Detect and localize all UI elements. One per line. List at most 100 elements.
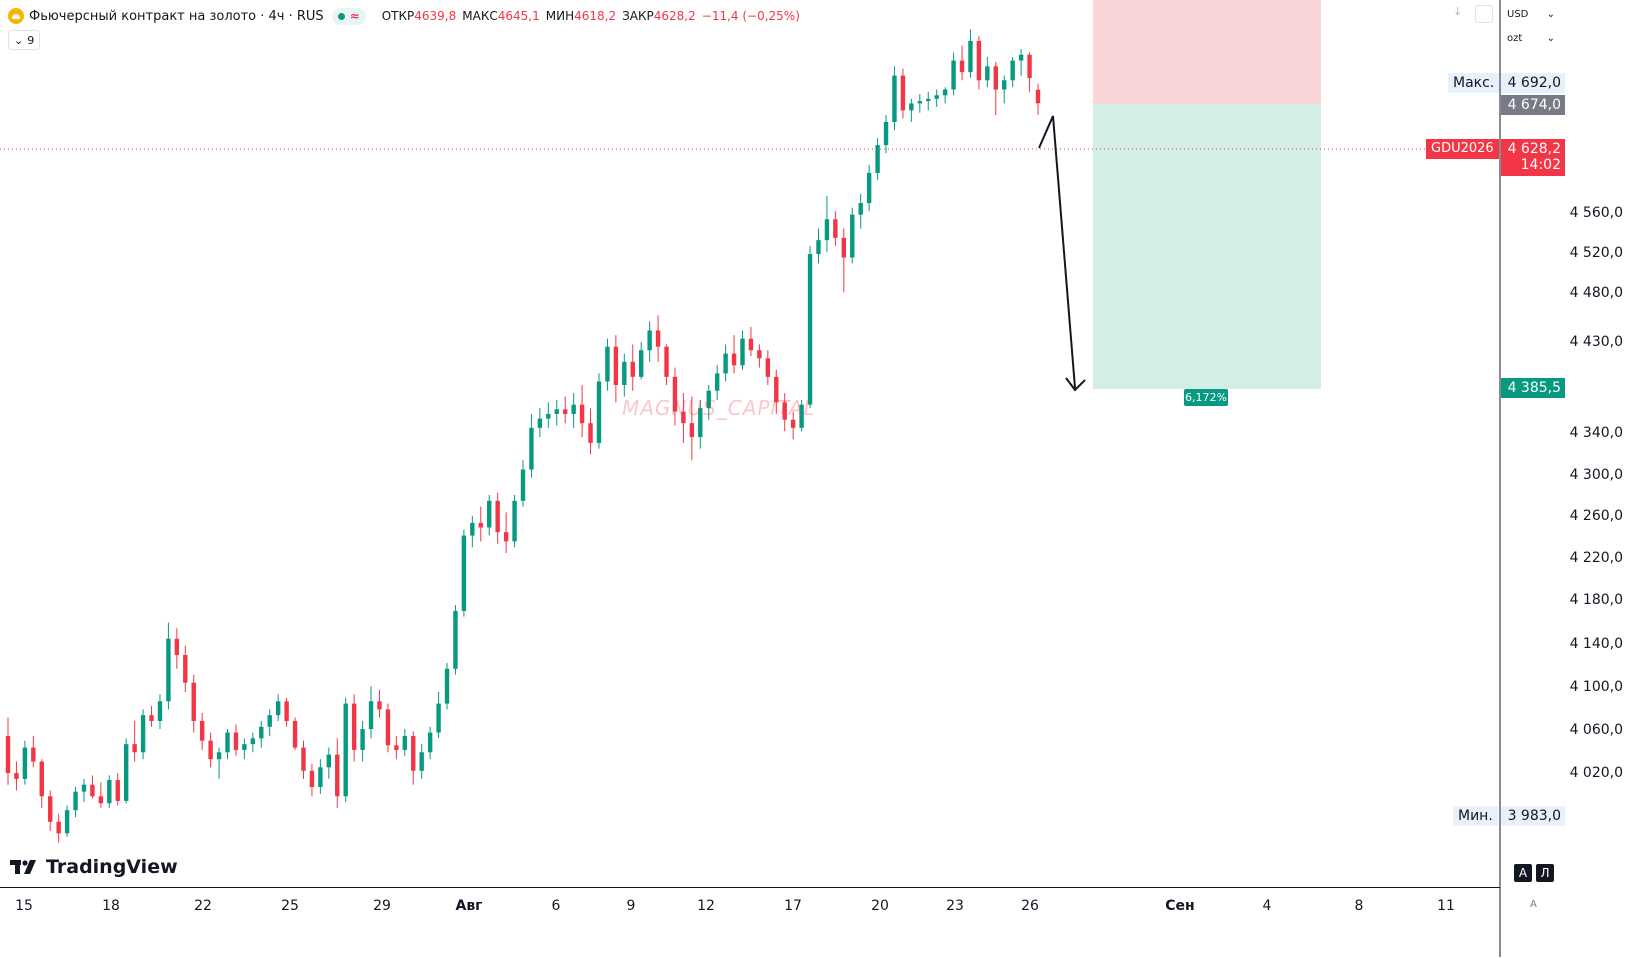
candle (64, 810, 70, 834)
high-value: 4645,1 (497, 9, 540, 23)
low-value: 4618,2 (574, 9, 617, 23)
candle (546, 413, 551, 419)
min-label: Мин. (1453, 806, 1498, 826)
candle (115, 780, 120, 801)
candle (73, 791, 78, 811)
candle (284, 701, 289, 721)
candle (833, 219, 838, 238)
candle (39, 761, 44, 797)
candle (858, 203, 863, 215)
candle (672, 376, 678, 412)
watermark-text: MAGNUS_CAPITAL (622, 396, 816, 420)
candle (892, 75, 897, 122)
candle (554, 409, 559, 414)
candle (824, 219, 830, 241)
candle (951, 60, 956, 90)
candle (275, 701, 281, 716)
candle (48, 796, 53, 822)
time-tick: 17 (784, 898, 802, 914)
candle (883, 121, 889, 146)
candle (411, 736, 416, 771)
candle (537, 418, 543, 428)
price-tick: 4 560,0 (1569, 205, 1623, 221)
candle (748, 338, 754, 351)
maximize-icon[interactable] (1475, 5, 1493, 23)
time-tick: 23 (946, 898, 964, 914)
close-label: ЗАКР (622, 9, 654, 23)
time-scale-auto-label[interactable]: A (1530, 899, 1537, 910)
candle (81, 784, 87, 792)
candle (900, 75, 906, 111)
target-zone (1093, 104, 1321, 389)
candle (571, 404, 576, 414)
candle (985, 66, 990, 81)
candle (351, 703, 357, 750)
price-tick: 4 180,0 (1569, 592, 1623, 608)
time-tick: 20 (871, 898, 889, 914)
time-tick: Авг (455, 898, 483, 914)
close-value: 4628,2 (653, 9, 696, 23)
candle (1035, 89, 1041, 104)
download-icon[interactable]: ↓ (1453, 5, 1463, 18)
price-tick: 4 520,0 (1569, 245, 1623, 261)
candle (630, 361, 635, 377)
candle (664, 346, 669, 377)
log-scale-button[interactable]: Л (1536, 864, 1554, 882)
time-tick: 29 (373, 898, 391, 914)
indicators-toggle-button[interactable]: ⌄ 9 (8, 30, 41, 50)
min-value-flag: 3 983,0 (1501, 806, 1565, 826)
candle (942, 89, 948, 96)
candle (132, 744, 137, 753)
market-status[interactable]: ≈ (331, 7, 366, 25)
candle (140, 715, 146, 753)
price-scale[interactable]: 4 560,0 4 520,0 4 480,0 4 430,0 4 340,0 … (1501, 0, 1627, 887)
candle (487, 500, 492, 528)
candle (123, 744, 129, 801)
open-label: ОТКР (381, 9, 415, 23)
currency-select[interactable]: USD ⌄ (1503, 4, 1559, 24)
current-price-flag: 4 628,2 (1501, 139, 1565, 159)
candle (436, 703, 441, 733)
indicators-count: 9 (27, 33, 35, 47)
candle (199, 720, 205, 741)
candle (343, 703, 348, 797)
price-tick: 4 260,0 (1569, 508, 1623, 524)
tradingview-logo[interactable]: TradingView (10, 856, 178, 878)
candles-layer (5, 29, 1041, 843)
symbol-title[interactable]: Фьючерсный контракт на золото · 4ч · RUS (29, 8, 324, 24)
candle (993, 66, 998, 90)
candle (774, 376, 779, 403)
candle (926, 98, 931, 102)
candle (31, 747, 36, 762)
candle (309, 770, 315, 788)
candle (529, 427, 534, 470)
unit-select[interactable]: ozt ⌄ (1503, 28, 1559, 48)
price-tick: 4 140,0 (1569, 636, 1623, 652)
candle (698, 408, 703, 438)
candle (917, 101, 923, 104)
stop-value-flag: 4 674,0 (1501, 95, 1565, 115)
price-tick: 4 100,0 (1569, 679, 1623, 695)
candle (765, 358, 771, 377)
candle (866, 172, 872, 204)
candle (1010, 60, 1015, 81)
candle (841, 237, 847, 258)
time-tick: 9 (626, 898, 636, 914)
symbol-legend: Фьючерсный контракт на золото · 4ч · RUS… (8, 6, 800, 26)
price-tick: 4 340,0 (1569, 425, 1623, 441)
price-tick: 4 020,0 (1569, 765, 1623, 781)
candle (850, 214, 855, 258)
symbol-price-tag: GDU2026 (1426, 139, 1499, 159)
candle (1018, 54, 1024, 61)
candle (740, 338, 745, 366)
auto-scale-button[interactable]: A (1514, 864, 1532, 882)
candle (588, 423, 593, 443)
candle (470, 522, 475, 536)
time-scale[interactable]: 15 18 22 25 29 Авг 6 9 12 17 20 23 26 Се… (0, 887, 1500, 958)
candle (512, 500, 517, 542)
candle (335, 754, 340, 797)
max-value-flag: 4 692,0 (1501, 73, 1565, 93)
candle (706, 390, 711, 409)
candle (326, 754, 332, 768)
